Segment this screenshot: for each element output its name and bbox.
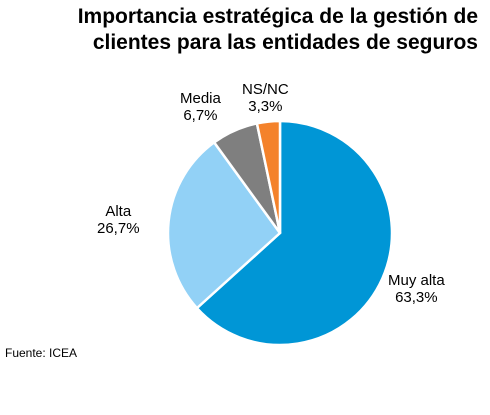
source-note: Fuente: ICEA [5,346,78,360]
chart-title-line-1: Importancia estratégica de la gestión de [77,5,478,28]
pie-slice-alta [166,141,282,310]
slice-label-nsnc: NS/NC 3,3% [242,81,289,115]
slice-label-alta-name: Alta [105,203,132,220]
pie-slice-muy-alta [195,119,394,347]
slice-label-alta: Alta 26,7% [97,203,140,237]
slice-label-muy-alta: Muy alta 63,3% [388,272,445,306]
chart-title: Importancia estratégica de la gestión de… [0,4,490,56]
slice-label-nsnc-value: 3,3% [248,98,283,115]
chart-title-line-2: clientes para las entidades de seguros [92,31,478,54]
slice-label-nsnc-name: NS/NC [242,81,289,98]
slice-label-muy-alta-value: 63,3% [395,289,438,306]
slice-label-media: Media 6,7% [180,90,221,124]
slice-label-media-name: Media [180,90,221,107]
slice-label-alta-value: 26,7% [97,220,140,237]
slice-label-muy-alta-name: Muy alta [388,272,445,289]
pie-slice-ns-nc [255,119,282,235]
slice-label-media-value: 6,7% [183,107,218,124]
